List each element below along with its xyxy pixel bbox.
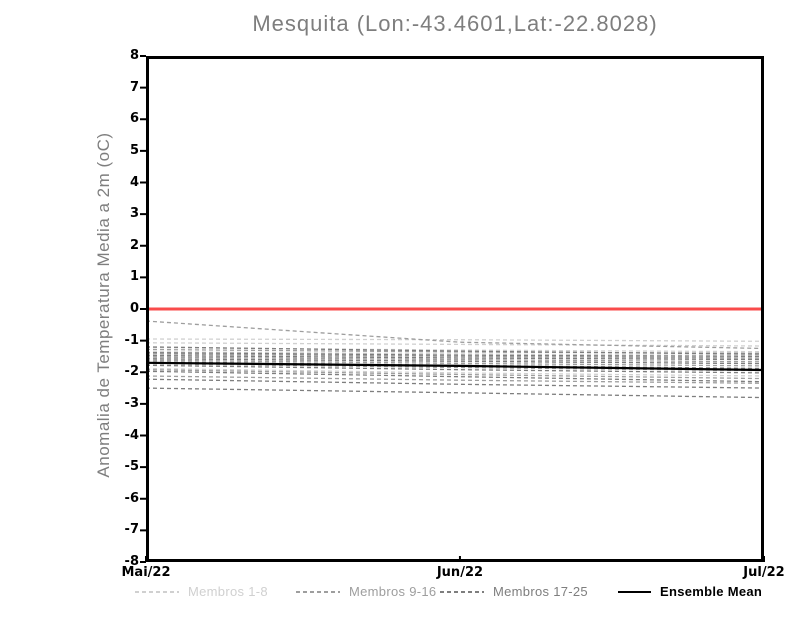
line-membro-1 [145,338,765,342]
y-tick-label: 4 [129,174,139,190]
solid-line-sample [618,591,651,593]
y-tick-label: -8 [124,554,139,569]
y-tick-label: -4 [124,427,139,443]
y-tick-label: -5 [124,459,139,475]
y-tick-label: -2 [124,364,139,380]
y-tick-label: 7 [129,79,139,95]
legend-item-membros-9-16: Membros 9-16 [296,584,436,600]
y-tick-label: 0 [129,301,139,316]
legend-label: Membros 1-8 [188,584,268,599]
y-tick-label: 3 [129,206,139,222]
y-tick-label: -7 [124,522,139,538]
x-tick-label-jun-22: Jun/22 [436,565,484,580]
x-tick-label-mai-22: Mai/22 [121,565,171,580]
y-tick-label: 8 [129,48,139,63]
y-tick-label: 6 [129,111,139,127]
legend: Membros 1-8 Membros 9-16 Membros 17-25 Ense… [0,584,800,600]
dashed-line-sample [135,591,179,593]
line-ensemble-mean [145,361,765,372]
y-tick-label: 2 [129,237,139,253]
y-tick-label: -1 [124,332,139,348]
legend-label: Ensemble Mean [660,584,763,599]
x-tick-label-jul-22: Jul/22 [743,565,785,580]
legend-item-ensemble-mean: Ensemble Mean [618,584,762,600]
legend-label: Membros 9-16 [349,584,437,599]
legend-item-membros-1-8: Membros 1-8 [135,584,268,600]
y-tick-label: -3 [124,395,139,411]
legend-item-membros-17-25: Membros 17-25 [440,584,588,600]
chart-title: Mesquita (Lon:-43.4601,Lat:-22.8028) [252,11,658,36]
y-tick-label: 1 [129,269,139,285]
legend-label: Membros 17-25 [493,584,588,599]
line-membro-25 [145,387,765,399]
plot-frame [146,56,764,562]
dashed-line-sample [440,591,484,593]
line-membro-2 [145,342,765,347]
dashed-line-sample [296,591,340,593]
y-tick-label: -6 [124,490,139,506]
y-tick-label: 5 [129,142,139,158]
